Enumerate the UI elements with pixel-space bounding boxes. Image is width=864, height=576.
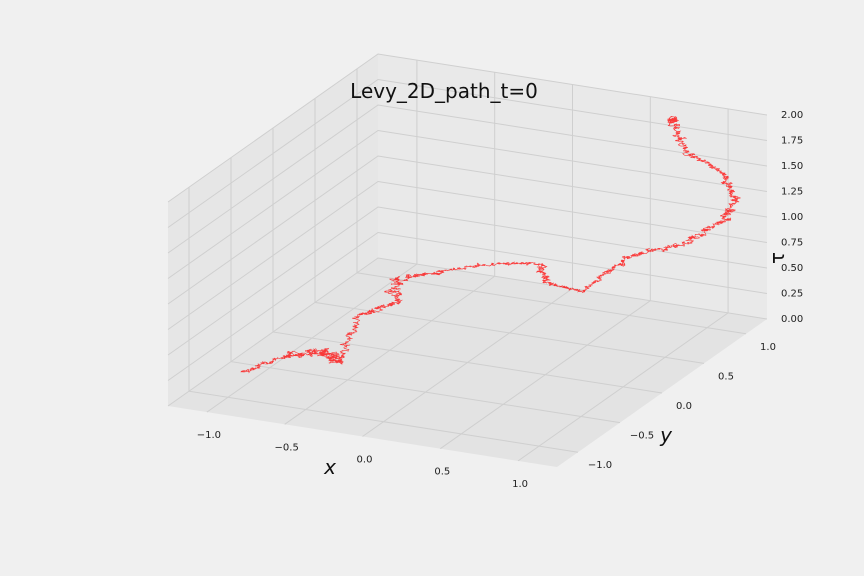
z-gridline [167, 231, 768, 381]
x-tick-label: 1.0 [512, 479, 528, 490]
chart-title: Levy_2D_path_t=0 [350, 79, 538, 103]
z-gridline [167, 104, 768, 254]
levy-path-line [240, 116, 742, 374]
x-tick-label: 0.0 [357, 455, 373, 466]
y-tick-label: −1.0 [588, 460, 612, 471]
z-gridline [167, 129, 768, 279]
y-tick-label: 1.0 [760, 342, 776, 353]
z-tick-label: 1.00 [781, 212, 803, 223]
x-tick-label: −1.0 [197, 430, 221, 441]
grid-lines [167, 53, 768, 462]
z-gridline [167, 53, 768, 203]
z-axis-label: τ [765, 252, 789, 264]
z-tick-label: 0.25 [781, 289, 803, 300]
z-gridline [167, 257, 768, 407]
z-tick-label: 1.50 [781, 161, 803, 172]
y-tick-label: 0.5 [718, 371, 734, 382]
z-tick-label: 0.00 [781, 314, 803, 325]
z-gridline [167, 155, 768, 305]
x-tick-label: −0.5 [275, 442, 299, 453]
z-tick-label: 1.25 [781, 187, 803, 198]
y-axis-label: y [659, 423, 673, 447]
x-axis-label: x [323, 455, 336, 479]
y-tick-label: 0.0 [676, 401, 692, 412]
z-tick-label: 2.00 [781, 110, 803, 121]
z-tick-label: 0.75 [781, 238, 803, 249]
z-gridline [167, 206, 768, 356]
z-gridline [167, 78, 768, 228]
z-tick-label: 0.50 [781, 263, 803, 274]
z-tick-label: 1.75 [781, 136, 803, 147]
tick-labels: −1.0 −0.5 0.0 0.5 1.0 −1.0 −0.5 0.0 0.5 1.0 0.00 0.… [197, 110, 804, 490]
x-tick-label: 0.5 [434, 467, 450, 478]
z-gridline [167, 180, 768, 330]
y-tick-label: −0.5 [630, 431, 654, 442]
levy-path-series [240, 116, 742, 374]
